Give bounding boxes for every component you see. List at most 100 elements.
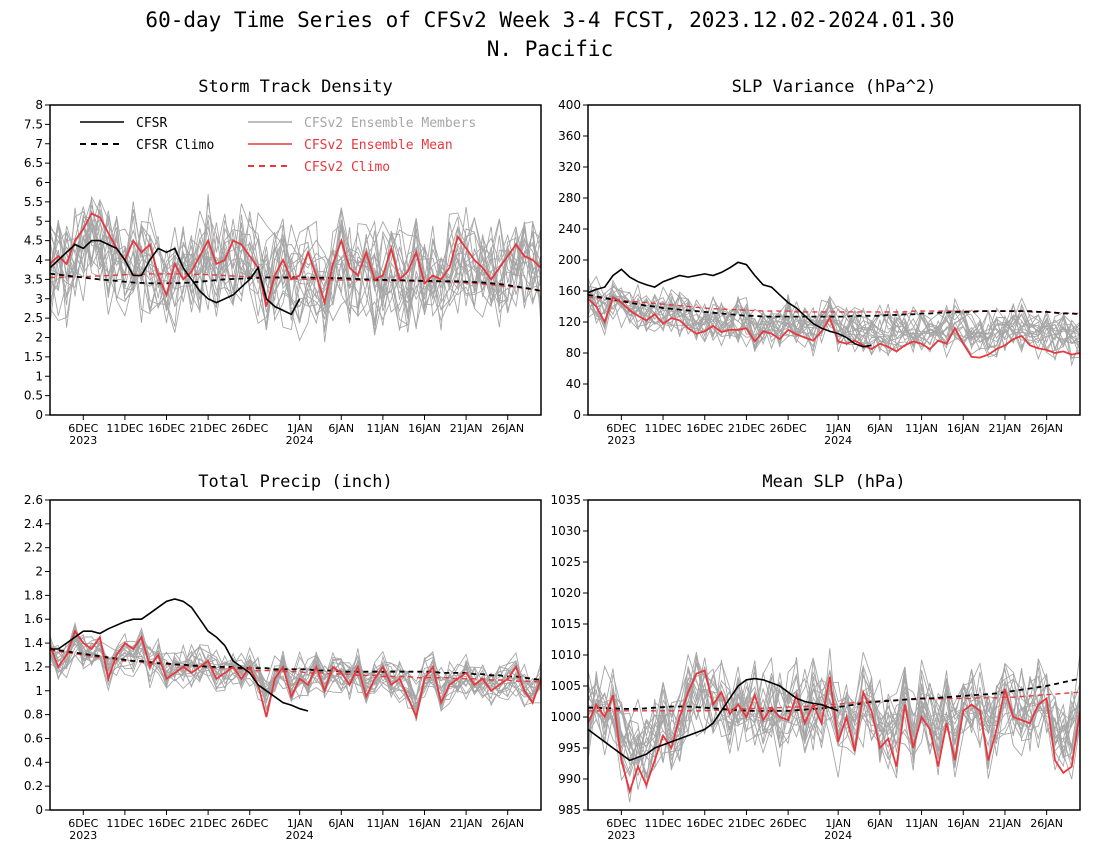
y-tick-label: 1.5 [24, 350, 43, 364]
y-tick-label: 1010 [550, 648, 581, 662]
x-tick-label: 11DEC [106, 422, 143, 435]
x-tick-label: 16DEC [686, 422, 723, 435]
ensemble-member-line [50, 195, 541, 330]
panel-0: Storm Track Density 0 0.5 1 1.5 2 2.5 3 3.5 4 4.5 5… [24, 77, 542, 447]
x-tick-label: 21DEC [728, 422, 765, 435]
x-tick-label: 26DEC [231, 422, 268, 435]
y-tick-label: 1000 [550, 710, 581, 724]
x-tick-label: 1JAN [825, 422, 851, 435]
x-tick-year: 2024 [824, 434, 852, 447]
ensemble-member-line [50, 630, 541, 709]
y-tick-label: 400 [558, 98, 581, 112]
cfsr-line [588, 261, 872, 348]
y-tick-label: 0.4 [24, 755, 43, 769]
figure-title: 60-day Time Series of CFSv2 Week 3-4 FCS… [145, 8, 955, 32]
x-tick-label: 16JAN [408, 817, 441, 830]
x-tick-label: 26DEC [231, 817, 268, 830]
y-tick-label: 1 [35, 369, 43, 383]
y-tick-label: 2.4 [24, 517, 43, 531]
y-tick-label: 120 [558, 315, 581, 329]
y-tick-label: 0 [35, 803, 43, 817]
y-tick-label: 4 [35, 253, 43, 267]
x-tick-label: 21JAN [450, 817, 483, 830]
y-tick-label: 360 [558, 129, 581, 143]
x-tick-label: 6DEC [606, 817, 636, 830]
y-tick-label: 7.5 [24, 117, 43, 131]
x-tick-label: 6DEC [68, 422, 98, 435]
plot-frame [49, 104, 542, 416]
x-tick-label: 16DEC [686, 817, 723, 830]
legend-label: CFSv2 Ensemble Mean [304, 138, 453, 153]
x-tick-label: 6JAN [328, 422, 354, 435]
cfsr-climo-line [50, 648, 541, 681]
panel-3: Mean SLP (hPa) 985 990 995 1000 1005 1010 1015 1… [550, 472, 1081, 842]
y-tick-label: 1020 [550, 586, 581, 600]
x-tick-label: 16DEC [148, 422, 185, 435]
x-tick-label: 21DEC [728, 817, 765, 830]
ensemble-member-line [50, 199, 541, 325]
x-tick-label: 11JAN [366, 422, 399, 435]
y-tick-label: 0 [573, 408, 581, 422]
y-tick-label: 80 [566, 346, 581, 360]
ensemble-member-line [50, 632, 541, 711]
ensemble-member-line [588, 671, 1080, 779]
ensemble-member-line [50, 209, 541, 336]
x-tick-label: 26JAN [1030, 817, 1063, 830]
y-tick-label: 280 [558, 191, 581, 205]
x-tick-label: 1JAN [287, 817, 313, 830]
y-tick-label: 2.2 [24, 541, 43, 555]
x-tick-label: 6JAN [867, 422, 893, 435]
panel-1: SLP Variance (hPa^2) 0 40 80 120 160 200 240 280… [558, 77, 1081, 447]
y-tick-label: 320 [558, 160, 581, 174]
x-tick-label: 21JAN [450, 422, 483, 435]
x-tick-label: 6DEC [68, 817, 98, 830]
y-tick-label: 995 [558, 741, 581, 755]
y-tick-label: 4.5 [24, 234, 43, 248]
panel-title: Total Precip (inch) [198, 472, 392, 492]
x-tick-label: 1JAN [825, 817, 851, 830]
panel-title: Mean SLP (hPa) [762, 472, 905, 492]
y-tick-label: 5.5 [24, 195, 43, 209]
y-tick-label: 1025 [550, 555, 581, 569]
x-tick-label: 26JAN [1030, 422, 1063, 435]
y-tick-label: 0 [35, 408, 43, 422]
ensemble-member-line [50, 639, 541, 705]
y-tick-label: 1015 [550, 617, 581, 631]
cfsr-line [50, 598, 309, 712]
legend-label: CFSv2 Ensemble Members [304, 116, 476, 131]
y-tick-label: 1.6 [24, 612, 43, 626]
ensemble-member-line [50, 215, 541, 330]
y-tick-label: 0.6 [24, 731, 43, 745]
x-tick-label: 11DEC [644, 422, 681, 435]
panel-title: Storm Track Density [198, 77, 392, 97]
ensemble-member-line [588, 657, 1080, 778]
x-tick-label: 16JAN [947, 817, 980, 830]
plot-frame [587, 499, 1081, 811]
x-tick-label: 6JAN [867, 817, 893, 830]
ensemble-member-line [50, 203, 541, 343]
x-tick-label: 26DEC [770, 422, 807, 435]
cfsr-line [50, 239, 301, 316]
ensemble-member-line [588, 666, 1080, 781]
y-tick-label: 240 [558, 222, 581, 236]
y-tick-label: 1.4 [24, 636, 43, 650]
legend-label: CFSv2 Climo [304, 160, 390, 175]
ensemble-mean-line [50, 629, 541, 721]
y-tick-label: 3 [35, 292, 43, 306]
x-tick-label: 16JAN [408, 422, 441, 435]
y-tick-label: 1005 [550, 679, 581, 693]
y-tick-label: 2.5 [24, 311, 43, 325]
y-tick-label: 990 [558, 772, 581, 786]
cfsv2-climo-line [588, 296, 1080, 315]
y-tick-label: 6.5 [24, 156, 43, 170]
plot-area [50, 194, 541, 343]
y-tick-label: 3.5 [24, 272, 43, 286]
x-tick-label: 26JAN [491, 422, 524, 435]
plot-frame [49, 499, 542, 811]
y-tick-label: 0.5 [24, 389, 43, 403]
ensemble-member-line [50, 221, 541, 323]
figure-subtitle: N. Pacific [486, 37, 614, 61]
y-tick-label: 1.2 [24, 660, 43, 674]
